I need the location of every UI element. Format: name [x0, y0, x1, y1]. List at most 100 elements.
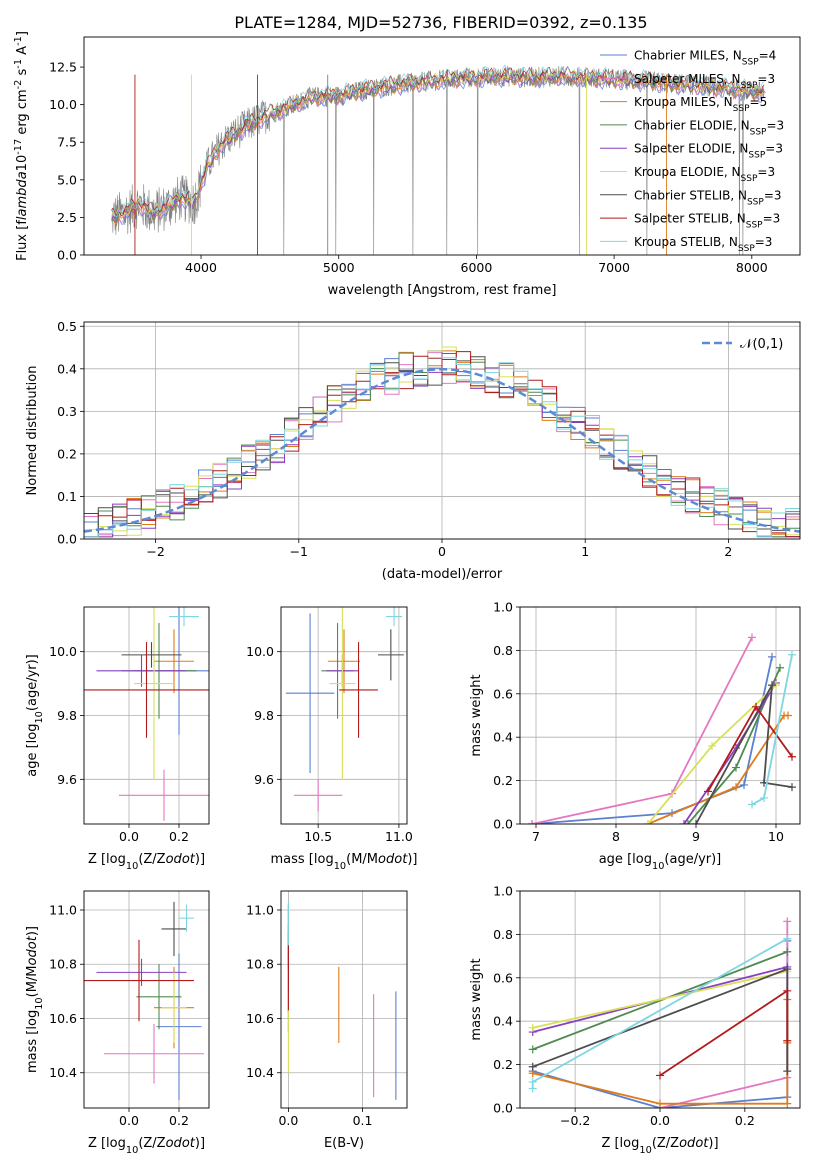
plus-marker [768, 652, 776, 661]
plus-marker [752, 702, 760, 711]
errorbar-point [377, 629, 404, 681]
plus-marker [783, 1099, 792, 1108]
axes-frame: −2 −1 0 1 2 0.0 0.1 0.2 0.3 0.4 0.5 (data-model)/er… [25, 319, 801, 582]
mass-weight-line [659, 989, 789, 1077]
x-tick-label: −2 [146, 544, 164, 559]
plus-marker [680, 820, 688, 824]
legend-entry: Chabrier STELIB, NSSP=3 [634, 188, 782, 207]
x-tick-label: 0.0 [278, 1113, 298, 1128]
y-axis-label: mass weight [469, 958, 484, 1040]
legend-entry: 𝒩(0,1) [740, 337, 783, 352]
x-tick-label: 6000 [461, 260, 493, 275]
grid [281, 607, 407, 824]
errorbar-point [134, 607, 174, 780]
plus-marker [783, 917, 792, 926]
legend: Chabrier MILES, NSSP=4 Salpeter MILES, NS… [600, 49, 784, 254]
legend-entry: Salpeter MILES, NSSP=3 [634, 72, 775, 91]
axes-border [83, 36, 801, 256]
axes-frame: 0.0 0.1 10.4 10.6 10.8 11.0 E(B-V) [246, 890, 408, 1151]
x-tick-label: 4000 [185, 260, 217, 275]
x-tick-label: 2 [724, 544, 732, 559]
plus-marker [528, 1062, 537, 1071]
x-axis-label: mass [log10(M/Modot)] [271, 852, 418, 872]
plus-marker [783, 934, 792, 943]
mass-weight-line [695, 684, 793, 824]
histogram-step [84, 357, 800, 538]
axes-border [519, 890, 801, 1109]
y-tick-label: 2.5 [57, 210, 77, 225]
plus-marker [788, 783, 796, 792]
axes-frame: −0.2 0.0 0.2 0.0 0.2 0.4 0.6 0.8 1.0 Z [log10(Z/Z… [469, 884, 801, 1156]
x-tick-label: 0 [438, 544, 446, 559]
plus-marker [748, 633, 756, 642]
x-tick-label: 5000 [323, 260, 355, 275]
y-tick-label: 9.6 [254, 772, 274, 787]
mass-weight-line [647, 714, 788, 824]
y-tick-label: 0.2 [57, 446, 77, 461]
errorbar-point [329, 607, 356, 780]
x-axis-label: E(B-V) [324, 1136, 364, 1151]
plus-marker [760, 793, 768, 802]
y-tick-label: 0.0 [493, 1101, 513, 1116]
plus-marker [748, 800, 756, 809]
errorbar-point [96, 958, 187, 986]
plus-marker [788, 752, 796, 761]
errorbar-point [293, 779, 343, 812]
histogram-step [84, 358, 800, 538]
plus-marker [528, 1077, 537, 1086]
errorbar-point [84, 642, 209, 738]
y-tick-label: 10.8 [49, 957, 77, 972]
x-tick-label: 0.0 [119, 829, 139, 844]
legend-entry: Chabrier ELODIE, NSSP=3 [634, 118, 784, 137]
legend-entry: Salpeter ELODIE, NSSP=3 [634, 142, 783, 161]
errorbar-point [386, 607, 403, 627]
y-tick-label: 12.5 [49, 60, 77, 75]
mass-weight-vs-metallicity-panel: −0.2 0.0 0.2 0.0 0.2 0.4 0.6 0.8 1.0 Z [log10(Z/Z… [469, 884, 801, 1156]
y-tick-label: 10.6 [49, 1011, 77, 1026]
x-axis-label: age [log10(age/yr)] [599, 852, 722, 872]
x-axis-label: Z [log10(Z/Zodot)] [601, 1136, 718, 1156]
plus-marker [528, 1023, 537, 1032]
errorbar-point [327, 629, 361, 694]
mass-vs-metallicity-panel: 0.0 0.2 10.4 10.6 10.8 11.0 Z [log10(Z/Zodot)]… [25, 890, 210, 1156]
y-tick-label: 7.5 [57, 135, 77, 150]
y-axis-label: age [log10(age/yr)] [25, 654, 45, 777]
x-axis-label: wavelength [Angstrom, rest frame] [328, 283, 557, 298]
y-tick-label: 0.2 [493, 1057, 513, 1072]
y-tick-label: 0.5 [57, 319, 77, 334]
errorbar-point [156, 953, 202, 1100]
plus-marker [783, 1067, 792, 1076]
plot-area [528, 917, 792, 1108]
x-tick-label: 10.5 [304, 829, 332, 844]
axes-frame: 10.5 11.0 9.6 9.8 10.0 mass [log10(M/Modot)] [246, 606, 418, 872]
x-tick-label: 0.2 [169, 1113, 189, 1128]
axes-frame: 0.0 0.2 9.6 9.8 10.0 Z [log10(Z/Zodot)] age [l… [25, 606, 210, 872]
x-tick-label: 8000 [736, 260, 768, 275]
histogram-step [84, 352, 800, 538]
axes-frame: 0.0 0.2 10.4 10.6 10.8 11.0 Z [log10(Z/Zodot)]… [25, 890, 210, 1156]
y-tick-label: 0.3 [57, 404, 77, 419]
plot-area [84, 901, 204, 1100]
y-tick-label: 0.8 [493, 927, 513, 942]
mass-weight-line [532, 970, 788, 1029]
histogram-step [84, 350, 800, 538]
plot-area [84, 607, 209, 821]
mass-weight-line [531, 636, 753, 824]
errorbar-point [119, 769, 209, 821]
x-tick-label: 11.0 [385, 829, 413, 844]
axes-border [280, 606, 408, 825]
histogram-step [84, 351, 800, 538]
x-tick-label: −1 [290, 544, 308, 559]
axes-border [83, 890, 210, 1109]
y-axis-label: mass weight [469, 674, 484, 756]
y-tick-label: 10.6 [246, 1011, 274, 1026]
x-tick-label: 1 [581, 544, 589, 559]
plus-marker [692, 820, 700, 824]
plus-marker [644, 820, 652, 824]
axes-frame: 4000 5000 6000 7000 8000 0.0 2.5 5.0 7.5 10.0 12.5… [13, 31, 801, 298]
errorbar-point [96, 654, 187, 687]
plus-marker [704, 787, 712, 796]
axes-border [83, 321, 801, 540]
histogram-step [84, 353, 800, 538]
y-tick-label: 0.6 [493, 970, 513, 985]
